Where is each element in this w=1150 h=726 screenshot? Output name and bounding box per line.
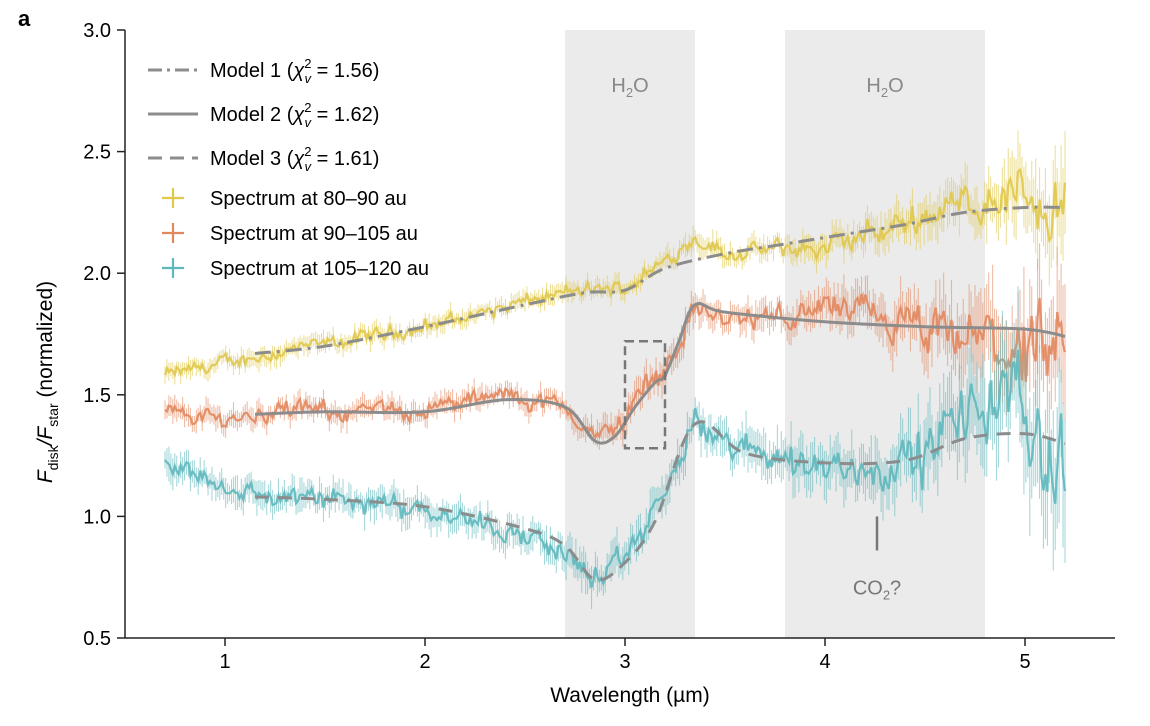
y-tick-label: 1.5 [83, 385, 111, 407]
series-line-3 [164, 349, 1067, 588]
x-axis-label: Wavelength (µm) [550, 684, 710, 707]
series-1 [163, 130, 1067, 385]
model-curve-2 [254, 302, 1066, 445]
y-axis-label: Fdisk/Fstar (normalized) [34, 281, 61, 483]
band-label-2: H2O [866, 75, 903, 100]
spectra [163, 130, 1067, 610]
x-tick-label: 3 [619, 651, 630, 673]
legend-series-label-2: Spectrum at 90–105 au [210, 223, 418, 245]
x-tick-label: 4 [819, 651, 830, 673]
y-tick-label: 3.0 [83, 20, 111, 42]
y-label-slash: /F [34, 426, 57, 448]
y-label-f: F [34, 469, 57, 483]
legend-model-label-2: Model 2 (χ2 v = 1.62) [210, 100, 379, 130]
series-3 [164, 286, 1067, 610]
y-tick-label: 2.5 [83, 142, 111, 164]
series-line-2 [164, 293, 1067, 440]
x-tick-label: 5 [1019, 651, 1030, 673]
x-tick-label: 1 [219, 651, 230, 673]
legend-series-label-1: Spectrum at 80–90 au [210, 188, 407, 210]
axes: 1 2 3 4 5 0.5 1.0 1.5 2.0 2.5 3.0 [83, 20, 1115, 673]
y-tick-label: 0.5 [83, 628, 111, 650]
x-tick-label: 2 [419, 651, 430, 673]
legend: Model 1 (χ2 v = 1.56) Model 2 (χ2 v = 1.62)… [148, 56, 429, 280]
band-1 [565, 30, 695, 638]
co2-label: CO2? [853, 577, 901, 602]
y-label-sub2: star [45, 403, 61, 427]
y-label-sub1: disk [45, 444, 61, 470]
band-label-1: H2O [611, 75, 648, 100]
legend-model-label-3: Model 3 (χ2 v = 1.61) [210, 144, 379, 174]
y-tick-label: 1.0 [83, 506, 111, 528]
panel-label: a [18, 6, 31, 31]
model-curve-1 [254, 205, 1066, 355]
series-line-1 [163, 167, 1067, 378]
zoom-box [623, 340, 667, 450]
annotations: CO2? [623, 340, 901, 602]
model-curves [254, 205, 1066, 582]
y-tick-label: 2.0 [83, 263, 111, 285]
y-label-suffix: (normalized) [34, 281, 57, 404]
model-curve-3 [254, 420, 1066, 582]
legend-model-label-1: Model 1 (χ2 v = 1.56) [210, 56, 379, 86]
legend-series-label-3: Spectrum at 105–120 au [210, 258, 429, 280]
